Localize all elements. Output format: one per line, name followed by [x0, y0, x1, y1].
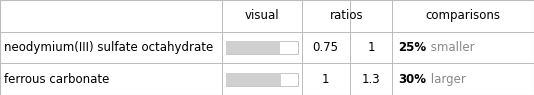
Text: neodymium(III) sulfate octahydrate: neodymium(III) sulfate octahydrate — [4, 41, 214, 54]
Text: 30%: 30% — [398, 73, 426, 86]
Bar — [225, 41, 280, 54]
Text: 1: 1 — [367, 41, 375, 54]
Text: ratios: ratios — [331, 9, 364, 22]
Text: larger: larger — [427, 73, 466, 86]
Text: 0.75: 0.75 — [313, 41, 339, 54]
Text: 1: 1 — [322, 73, 329, 86]
Bar — [225, 72, 298, 86]
Text: ferrous carbonate: ferrous carbonate — [4, 73, 109, 86]
Bar — [225, 72, 281, 86]
Text: smaller: smaller — [427, 41, 474, 54]
Text: 1.3: 1.3 — [362, 73, 380, 86]
Bar — [225, 41, 298, 54]
Text: 25%: 25% — [398, 41, 426, 54]
Text: visual: visual — [245, 9, 279, 22]
Text: comparisons: comparisons — [426, 9, 501, 22]
